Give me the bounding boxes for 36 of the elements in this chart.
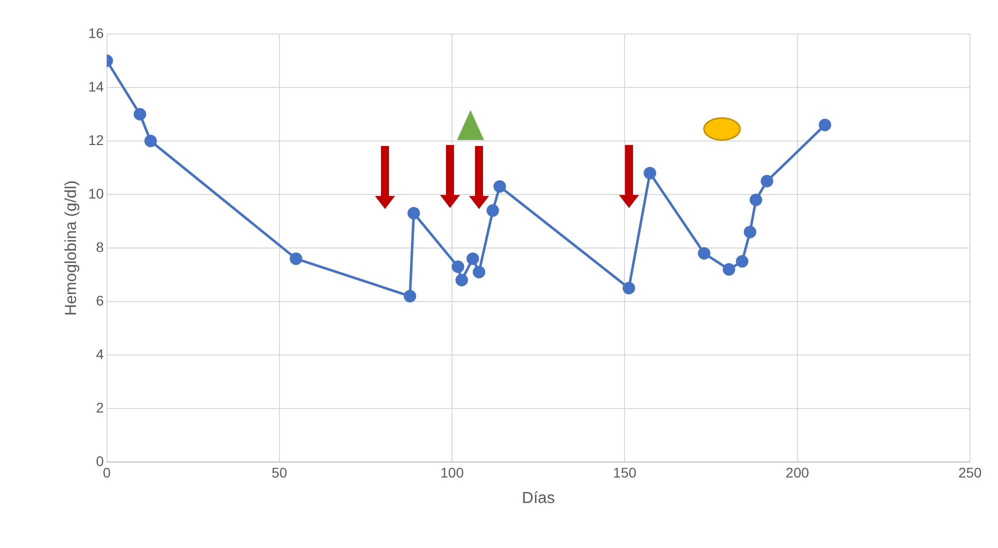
point xyxy=(404,290,416,302)
x-tick-label: 150 xyxy=(613,464,637,480)
y-axis-title: Hemoglobina (g/dl) xyxy=(63,180,80,316)
point xyxy=(698,247,710,260)
point xyxy=(722,263,736,276)
y-tick-label: 10 xyxy=(88,185,104,202)
x-tick-label: 250 xyxy=(958,464,982,480)
point xyxy=(452,260,464,273)
point xyxy=(744,226,756,238)
point xyxy=(493,180,506,193)
y-tick-label: 4 xyxy=(96,346,104,362)
y-tick-label: 12 xyxy=(88,132,104,148)
point xyxy=(760,174,774,188)
point xyxy=(750,194,762,206)
y-tick-label: 8 xyxy=(96,238,104,255)
x-tick-label: 100 xyxy=(440,464,464,480)
point xyxy=(818,118,832,132)
point xyxy=(486,204,500,217)
point xyxy=(290,252,302,265)
point xyxy=(407,206,420,220)
y-tick-label: 0 xyxy=(96,452,104,469)
point xyxy=(736,255,748,268)
x-tick-label: 200 xyxy=(786,464,810,480)
point xyxy=(622,282,636,294)
y-tick-label: 2 xyxy=(96,399,104,416)
point xyxy=(144,134,157,148)
y-tick-label: 14 xyxy=(88,78,104,94)
point xyxy=(644,166,656,180)
point xyxy=(472,266,486,278)
x-axis-title: Días xyxy=(522,490,555,507)
y-tick-label: 6 xyxy=(96,292,104,308)
x-tick-label: 50 xyxy=(272,464,288,480)
point xyxy=(455,274,468,286)
point xyxy=(134,108,146,120)
point xyxy=(466,252,480,265)
y-tick-label: 16 xyxy=(88,24,104,41)
